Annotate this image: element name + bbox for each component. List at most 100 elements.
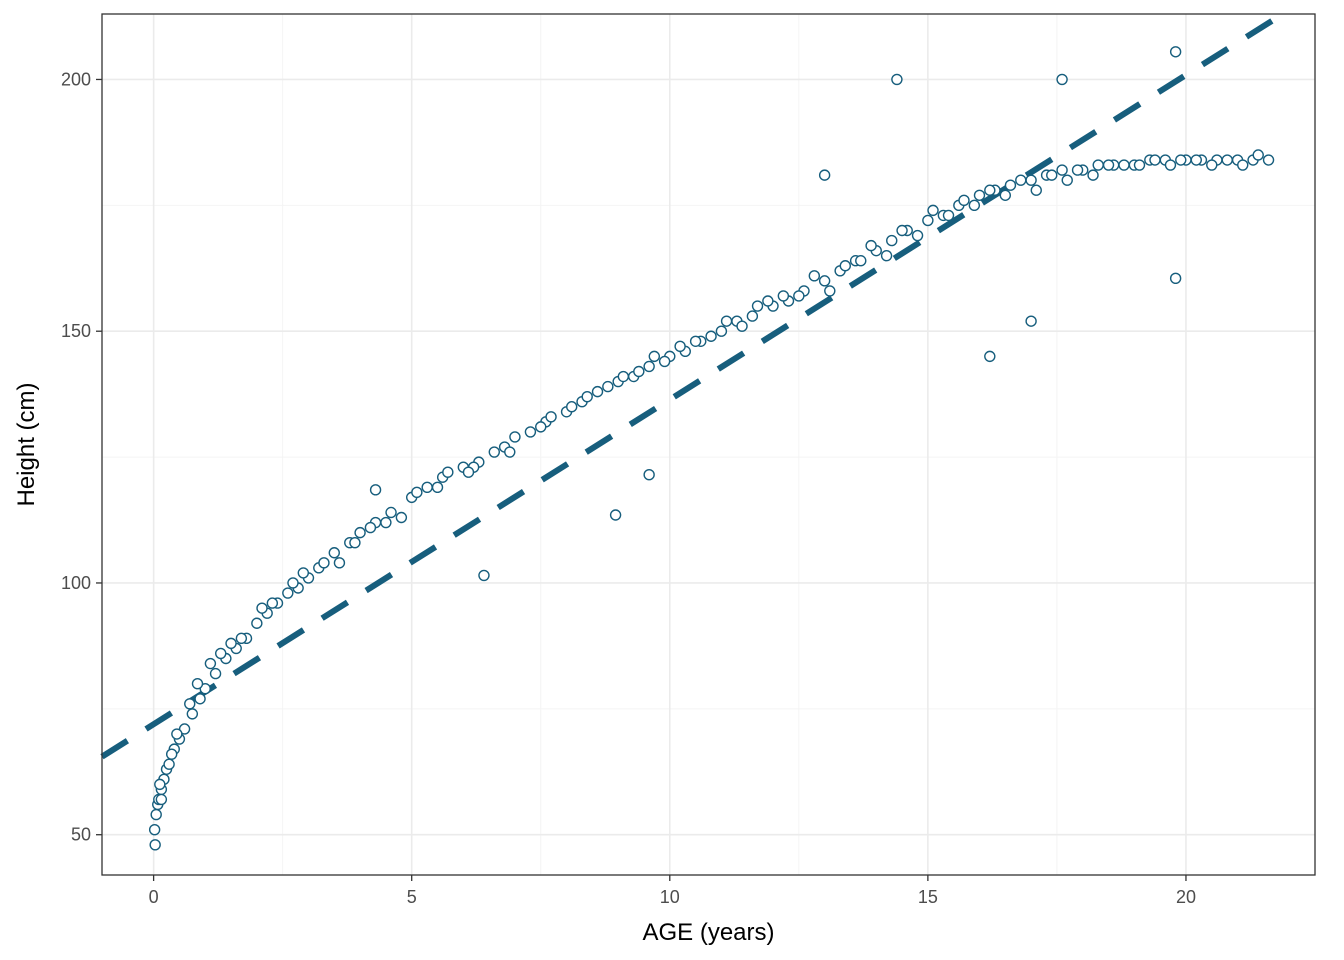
- scatter-point: [865, 239, 877, 252]
- scatter-point: [349, 536, 361, 549]
- scatter-point: [968, 199, 981, 212]
- y-tick-label: 100: [61, 573, 91, 593]
- scatter-point: [1030, 184, 1042, 196]
- scatter-point: [818, 169, 831, 181]
- scatter-point: [524, 426, 537, 438]
- scatter-point: [1071, 164, 1084, 176]
- x-tick-label: 20: [1176, 887, 1196, 907]
- scatter-point: [762, 295, 774, 307]
- scatter-point: [839, 260, 851, 272]
- scatter-point: [633, 365, 645, 378]
- scatter-point: [442, 466, 454, 478]
- scatter-point: [178, 723, 191, 735]
- scatter-point: [328, 547, 340, 559]
- scatter-point: [855, 255, 867, 267]
- scatter-point: [266, 597, 279, 609]
- x-axis: 0 5 10 15 20: [149, 875, 1196, 907]
- scatter-point: [1056, 164, 1068, 176]
- scatter-point: [1169, 272, 1182, 285]
- scatter-point: [1252, 149, 1264, 161]
- x-tick-label: 5: [407, 887, 417, 907]
- scatter-point: [462, 466, 475, 478]
- y-axis-title: Height (cm): [13, 382, 40, 506]
- scatter-point: [509, 431, 521, 443]
- scatter-point: [942, 209, 955, 222]
- scatter-point: [251, 617, 263, 629]
- scatter-point: [674, 340, 686, 353]
- scatter-point: [395, 511, 408, 524]
- scatter-point: [886, 234, 898, 247]
- scatter-point: [171, 728, 183, 740]
- scatter-point: [591, 385, 604, 398]
- scatter-point: [1175, 154, 1187, 166]
- scatter-point: [385, 506, 397, 519]
- scatter-point: [643, 469, 655, 481]
- scatter-point: [535, 421, 547, 433]
- scatter-point: [777, 290, 790, 302]
- scatter-point: [808, 270, 821, 282]
- scatter-point: [581, 390, 593, 403]
- scatter-point: [186, 708, 199, 720]
- scatter-point: [154, 778, 166, 791]
- scatter-point: [163, 758, 175, 770]
- scatter-point: [225, 637, 237, 650]
- scatter-point: [431, 481, 444, 493]
- scatter-point: [354, 526, 366, 539]
- scatter-point: [421, 481, 433, 493]
- scatter-point: [824, 285, 836, 297]
- panel-border: [101, 13, 1316, 876]
- scatter-point: [891, 73, 903, 86]
- scatter-point: [150, 808, 162, 821]
- scatter-point: [720, 315, 733, 327]
- scatter-point: [148, 823, 161, 836]
- scatter-point: [488, 446, 500, 458]
- scatter-point: [736, 320, 748, 332]
- scatter-point: [1237, 159, 1249, 171]
- scatter-point: [155, 793, 168, 806]
- scatter-point: [256, 602, 268, 614]
- scatter-point: [984, 350, 996, 363]
- scatter-point: [1190, 154, 1202, 166]
- scatter-point: [191, 677, 204, 690]
- scatter-point: [1206, 159, 1218, 171]
- scatter-point: [1149, 154, 1161, 166]
- scatter-point: [658, 355, 671, 368]
- scatter-point: [1015, 174, 1027, 186]
- y-tick-label: 50: [71, 825, 91, 845]
- y-tick-label: 200: [61, 69, 91, 89]
- scatter-point: [184, 698, 196, 710]
- scatter-point: [235, 632, 248, 645]
- scatter-point: [149, 839, 161, 851]
- scatter-point: [715, 325, 728, 337]
- scatter-point: [958, 194, 970, 206]
- scatter-point: [922, 214, 934, 227]
- scatter-point: [880, 249, 893, 262]
- scatter-point: [215, 647, 227, 660]
- scatter-point: [1092, 159, 1104, 171]
- scatter-point: [1133, 159, 1146, 171]
- scatter-point: [927, 204, 939, 217]
- x-tick-label: 10: [660, 887, 680, 907]
- scatter-point: [287, 577, 299, 589]
- scatter-point: [1169, 46, 1182, 58]
- scatter-point: [1118, 159, 1130, 171]
- scatter-point: [1221, 154, 1233, 166]
- scatter-point: [209, 667, 222, 680]
- x-tick-label: 15: [918, 887, 938, 907]
- scatter-point: [689, 335, 702, 347]
- scatter-point: [793, 290, 805, 302]
- scatter-point: [364, 521, 377, 534]
- scatter-point: [566, 401, 578, 413]
- scatter-point: [1262, 154, 1275, 166]
- scatter-point: [478, 569, 490, 582]
- trend-line: [100, 13, 1281, 760]
- scatter-point: [545, 411, 557, 423]
- scatter-point: [984, 184, 996, 196]
- scatter-point: [818, 275, 831, 287]
- scatter-point: [1025, 315, 1037, 327]
- y-tick-label: 150: [61, 321, 91, 341]
- scatter-point: [648, 350, 661, 363]
- scatter-point: [199, 683, 211, 695]
